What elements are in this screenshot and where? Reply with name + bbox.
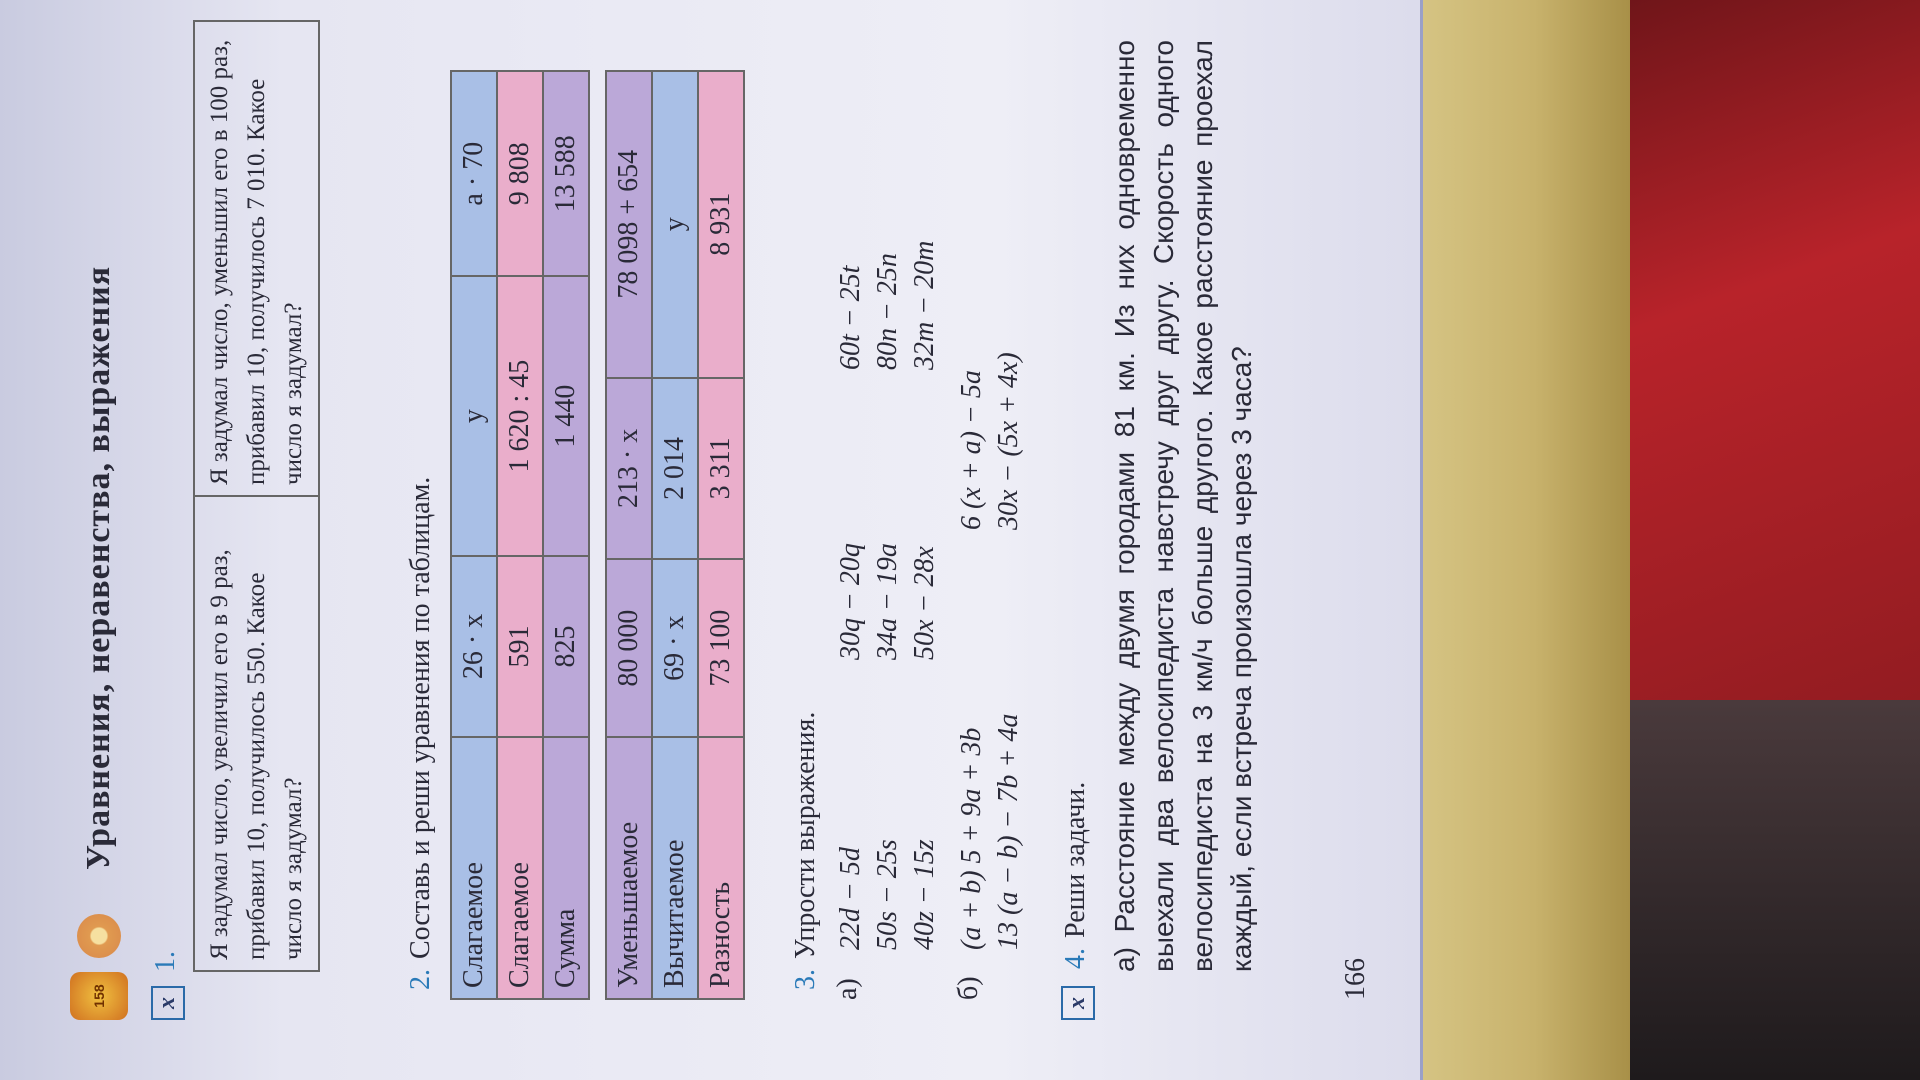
- section-badge: 158: [70, 972, 128, 1020]
- expression: 50s − 25s: [872, 839, 903, 950]
- expression: 30q − 20q: [835, 543, 866, 660]
- cell: 1 620 : 45: [497, 276, 543, 556]
- expression: 6 (x + a) − 5a: [956, 370, 987, 530]
- expression: (a + b) 5 + 9a + 3b: [956, 727, 987, 950]
- task-number: 4.: [1060, 948, 1091, 969]
- table-2: Уменьшаемое 80 000 213 · x 78 098 + 654 Выч…: [605, 70, 745, 1000]
- cell: 78 098 + 654: [606, 71, 652, 378]
- table-row: Слагаемое 591 1 620 : 45 9 808: [497, 71, 543, 999]
- expression: 80n − 25n: [872, 253, 903, 370]
- cell: 80 000: [606, 559, 652, 737]
- cell: Слагаемое: [451, 737, 497, 999]
- task-number: 1.: [150, 951, 181, 972]
- task-3: 3. Упрости выражения. а) 22d − 5d 50s − 25…: [790, 40, 1027, 1000]
- expression: 60t − 25t: [835, 265, 866, 370]
- part-a-label: а): [832, 978, 863, 1000]
- table-row: Разность 73 100 3 311 8 931: [698, 71, 744, 999]
- expression: 40z − 15z: [909, 839, 940, 950]
- cell: Слагаемое: [497, 737, 543, 999]
- cell: 3 311: [698, 377, 744, 560]
- cell: 73 100: [698, 559, 744, 737]
- expression: 50x − 28x: [909, 546, 940, 660]
- page-header: 158 Уравнения, неравенства, выражения: [70, 20, 128, 1020]
- cell: 26 · x: [451, 555, 497, 737]
- part-a-label: а): [1109, 947, 1140, 972]
- expression: 32m − 20m: [909, 240, 940, 370]
- task-text: Упрости выражения.: [790, 711, 821, 959]
- cell: Разность: [698, 737, 744, 999]
- task-1: x 1. Я задумал число, увеличил его в 9 р…: [150, 20, 320, 1020]
- task-number: 3.: [790, 969, 821, 990]
- task-text: Составь и реши уравнения по таблицам.: [405, 476, 436, 959]
- cell: 8 931: [698, 71, 744, 378]
- cell: Сумма: [543, 737, 589, 999]
- table-row: Уменьшаемое 80 000 213 · x 78 098 + 654: [606, 71, 652, 999]
- expression: 30x − (5x + 4x): [993, 352, 1024, 530]
- part-b-label: б): [953, 976, 984, 1000]
- page-number: 166: [1340, 958, 1371, 1000]
- cell: Уменьшаемое: [606, 737, 652, 999]
- task-1-right: Я задумал число, уменьшил его в 100 раз,…: [195, 22, 318, 497]
- cell: a · 70: [451, 71, 497, 277]
- cell: 9 808: [497, 71, 543, 277]
- cell: y: [451, 276, 497, 556]
- expression: 34a − 19a: [872, 543, 903, 660]
- task-4a-text: Расстояние между двумя городами 81 км. И…: [1109, 39, 1257, 972]
- cell: 213 · x: [606, 377, 652, 560]
- task-4a: а) Расстояние между двумя городами 81 км…: [1105, 40, 1261, 972]
- cell: 2 014: [652, 377, 698, 560]
- cell: 1 440: [543, 276, 589, 556]
- cell: 591: [497, 555, 543, 737]
- task-text: Реши задачи.: [1060, 781, 1091, 938]
- page-title: Уравнения, неравенства, выражения: [80, 265, 117, 870]
- x-marker-icon: x: [1061, 986, 1095, 1020]
- table-row: Сумма 825 1 440 13 588: [543, 71, 589, 999]
- cell: Вычитаемое: [652, 737, 698, 999]
- expression: 13 (a − b) − 7b + 4a: [993, 713, 1024, 950]
- background-desk: [1390, 0, 1630, 1080]
- cell: 69 · x: [652, 559, 698, 737]
- cell: y: [652, 71, 698, 378]
- x-marker-icon: x: [151, 986, 185, 1020]
- task-2: 2. Составь и реши уравнения по таблицам.: [405, 477, 437, 1000]
- task-4: x 4. Реши задачи. а) Расстояние между дву…: [1060, 40, 1261, 1020]
- cell: 13 588: [543, 71, 589, 277]
- flower-icon: [77, 914, 121, 958]
- expression: 22d − 5d: [835, 847, 866, 950]
- textbook-page: 158 Уравнения, неравенства, выражения x …: [0, 0, 1423, 1080]
- task-number: 2.: [405, 969, 436, 990]
- cell: 825: [543, 555, 589, 737]
- task-1-left: Я задумал число, увеличил его в 9 раз, п…: [206, 549, 307, 960]
